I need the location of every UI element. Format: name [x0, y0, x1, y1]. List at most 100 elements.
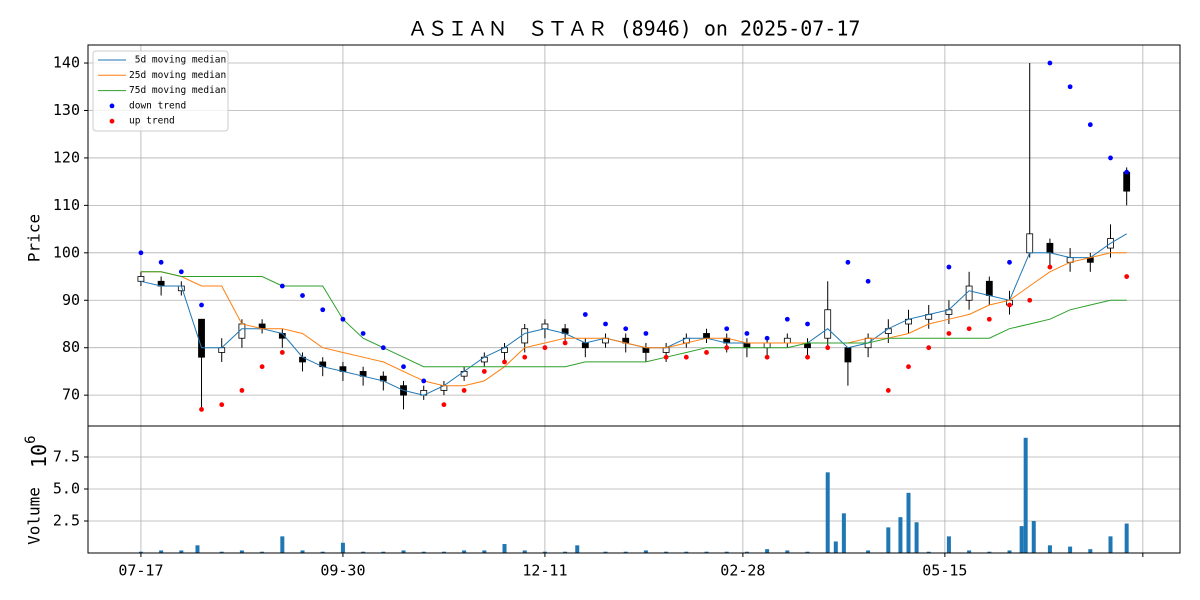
volume-bar: [195, 545, 200, 553]
axes-frame: [87, 425, 1181, 554]
volume-bar: [825, 472, 830, 553]
trend-point: [885, 388, 891, 393]
trend-point: [199, 406, 204, 412]
volume-bar: [914, 522, 919, 553]
chart-title: ＡＳＩＡＮ ＳＴＡＲ (8946) on 2025-07-17: [408, 17, 861, 41]
trend-point: [1027, 297, 1033, 303]
trend-point: [724, 345, 730, 351]
volume-bar: [381, 551, 386, 553]
volume-bar: [898, 517, 903, 553]
x-tick-label: 09-30: [320, 562, 365, 580]
volume-bar: [744, 551, 749, 553]
trend-point: [865, 278, 871, 284]
candle-body: [743, 342, 751, 349]
moving-median-line: [140, 252, 1127, 387]
candle-body: [1123, 171, 1131, 192]
y-tick-label: 130: [53, 101, 80, 119]
volume-bar: [866, 550, 871, 553]
trend-point: [946, 264, 952, 270]
trend-point: [683, 354, 689, 360]
trend-point: [986, 316, 992, 322]
volume-bar: [987, 551, 992, 553]
trend-point: [1124, 274, 1130, 279]
trend-point: [764, 335, 770, 341]
volume-bar: [219, 551, 224, 553]
volume-bar: [320, 551, 325, 553]
trend-point: [199, 302, 204, 308]
volume-bar: [841, 513, 846, 553]
volume-bar: [1124, 523, 1129, 553]
volume-bar: [946, 536, 951, 553]
legend-label: 5d moving median: [129, 55, 226, 66]
y-tick-label: 120: [53, 148, 80, 166]
candle-body: [844, 347, 852, 363]
trend-point: [380, 345, 386, 351]
volume-bar: [785, 550, 790, 553]
offset-base: 10: [27, 444, 51, 468]
volume-bar: [522, 550, 527, 553]
volume-bar: [1023, 437, 1028, 553]
volume-bar: [179, 550, 184, 553]
trend-point: [461, 388, 467, 393]
trend-point: [259, 364, 265, 370]
trend-point: [502, 359, 507, 365]
y-tick-label: 7.5: [53, 447, 80, 465]
y-tick-label: 110: [53, 196, 80, 214]
candle-body: [824, 309, 832, 339]
y-tick-label: 70: [62, 386, 80, 404]
x-tick-label: 02-28: [720, 562, 765, 580]
candle-body: [480, 356, 488, 363]
volume-bar: [542, 551, 547, 553]
trend-point: [1007, 259, 1012, 265]
volume-bar: [260, 551, 265, 553]
trend-point: [805, 321, 810, 327]
y-tick-label: 90: [62, 291, 80, 309]
candle-body: [541, 323, 549, 330]
trend-point: [279, 350, 285, 355]
legend-label: 25d moving median: [129, 70, 226, 81]
volume-bar: [833, 541, 838, 553]
candle-body: [581, 342, 589, 349]
x-tick-label: 05-15: [922, 562, 967, 580]
trend-point: [1087, 122, 1093, 128]
trend-point: [643, 331, 649, 336]
trend-point: [360, 331, 366, 336]
trend-point: [724, 326, 730, 332]
trend-point: [926, 345, 932, 351]
trend-point: [421, 378, 427, 384]
candle-body: [642, 347, 650, 353]
volume-bar: [1019, 526, 1024, 553]
trend-point: [582, 312, 588, 317]
legend-label: up trend: [129, 116, 175, 127]
candle-body: [1026, 233, 1034, 254]
y-tick-label: 2.5: [53, 511, 80, 529]
volume-bar: [1108, 536, 1113, 553]
volume-bar: [575, 545, 580, 553]
candle-body: [985, 280, 993, 296]
volume-bar: [502, 544, 507, 553]
x-tick-label: 12-11: [522, 562, 567, 580]
volume-bar: [664, 551, 669, 553]
volume-bar: [138, 551, 143, 553]
volume-bar: [967, 550, 972, 553]
legend: 5d moving median 25d moving median 75d mov…: [92, 50, 229, 132]
legend-swatch: [109, 103, 115, 109]
legend-swatch: [109, 118, 115, 124]
candle-body: [763, 342, 771, 349]
trend-point: [300, 293, 305, 298]
volume-bar: [401, 550, 406, 553]
volume-bar: [239, 550, 244, 553]
trend-point: [219, 402, 225, 408]
offset-exponent: 6: [23, 435, 39, 443]
volume-bar: [684, 551, 689, 553]
volume-bar: [482, 550, 487, 553]
volume-bar: [421, 551, 426, 553]
volume-bar: [643, 550, 648, 553]
trend-point: [562, 340, 568, 346]
volume-bar: [340, 542, 345, 553]
trend-point: [825, 345, 831, 351]
trend-point: [542, 345, 548, 351]
volume-bar: [1007, 550, 1012, 553]
candle-body: [460, 371, 468, 377]
trend-point: [401, 364, 406, 370]
